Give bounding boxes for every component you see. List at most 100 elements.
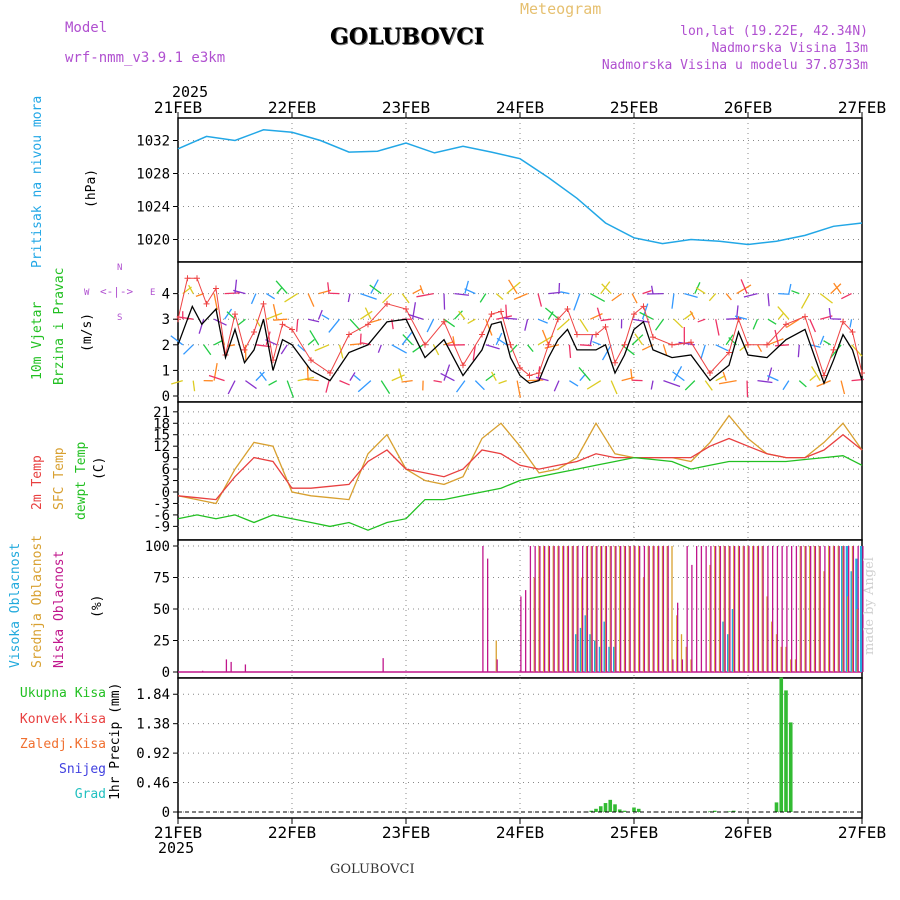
- wind-barb: [573, 293, 581, 311]
- wind-barb: [722, 371, 727, 381]
- gust-point: [384, 300, 390, 307]
- wind-barb: [272, 304, 278, 320]
- wind-barb: [590, 313, 603, 320]
- wind-barb: [192, 380, 196, 392]
- pressure-ytick-label: 1028: [136, 167, 170, 183]
- temp-ytick-label: 15: [153, 428, 170, 444]
- wind-barb: [655, 318, 664, 331]
- gust-point: [821, 372, 827, 379]
- gust-point: [631, 311, 637, 318]
- gust-point: [479, 331, 485, 338]
- wind-barb: [579, 344, 592, 347]
- xtick-label-top: 25FEB: [610, 98, 658, 117]
- wind-barb: [672, 371, 685, 382]
- wind-barb: [671, 293, 675, 309]
- wind-barb: [370, 318, 382, 324]
- wind-barb: [458, 310, 466, 320]
- wind-barb: [360, 310, 373, 320]
- precip-ytick-label: 0.46: [136, 776, 170, 792]
- temp-ytick-label: 3: [162, 474, 170, 490]
- precip-legend-total: Ukupna Kisa: [19, 686, 106, 701]
- wind-barb: [537, 293, 543, 307]
- compass-s: S: [117, 313, 123, 323]
- precip-legend-snow: Snijeg: [59, 762, 106, 777]
- wind-barb: [684, 380, 696, 391]
- wind-barb: [503, 317, 518, 320]
- gust-point: [840, 318, 846, 325]
- wind-barb: [265, 331, 271, 345]
- gust-point: [688, 339, 694, 346]
- wind-barb: [715, 319, 720, 336]
- wind-barb: [684, 292, 698, 298]
- gust-point: [403, 305, 409, 312]
- wind-label-1: 10m Vjetar: [30, 301, 45, 380]
- wind-barb: [663, 380, 681, 388]
- wind-barb: [308, 318, 320, 323]
- xtick-label-top: 21FEB: [154, 98, 202, 117]
- wind-barb: [601, 283, 612, 295]
- wind-barb: [284, 293, 299, 303]
- wind-barb: [535, 376, 549, 382]
- precip-bar: [727, 811, 731, 812]
- precip-ytick-label: 1.38: [136, 717, 170, 733]
- wind-barb: [296, 319, 299, 332]
- wind-barb: [513, 293, 528, 301]
- model-value: wrf-nmm_v3.9.1 e3km: [65, 50, 226, 66]
- wind-barb: [370, 279, 379, 294]
- station-title: GOLUBOVCI: [330, 24, 485, 50]
- wind-barb: [553, 380, 560, 392]
- precip-bar: [613, 804, 617, 812]
- wind-barb: [524, 319, 529, 331]
- wind-barb: [364, 307, 372, 320]
- precip-bar: [636, 808, 641, 812]
- wind-barb: [777, 312, 785, 320]
- wind-barb: [307, 293, 315, 307]
- xtick-label-bottom: 26FEB: [724, 823, 772, 842]
- wind-barb: [600, 318, 612, 322]
- temp-ytick-label: 9: [162, 451, 170, 467]
- wind-unit: (m/s): [80, 312, 95, 352]
- wind-barb: [810, 366, 821, 381]
- gust-point: [203, 300, 210, 307]
- wind-barb: [823, 340, 831, 346]
- xtick-label-top: 22FEB: [268, 98, 316, 117]
- precip-bar: [712, 810, 717, 812]
- wind-barb: [547, 311, 554, 320]
- wind-barb: [213, 293, 219, 311]
- wind-barb: [579, 318, 589, 332]
- wind-barb: [416, 292, 434, 298]
- wind-barb: [767, 367, 773, 381]
- gust-point: [526, 372, 533, 379]
- wind-barb: [496, 337, 508, 346]
- gust-point: [308, 357, 314, 364]
- wind-barb: [454, 292, 470, 296]
- wind-barb: [775, 344, 789, 347]
- wind-barb: [840, 380, 846, 395]
- 2m-temp-line: [177, 433, 863, 501]
- wind-barb: [778, 292, 790, 295]
- wind-barb: [268, 380, 278, 386]
- wind-barb: [338, 344, 344, 359]
- coords-text: lon,lat (19.22E, 42.34N): [680, 24, 868, 39]
- wind-barb: [176, 316, 194, 320]
- wind-barb: [527, 379, 544, 382]
- wind-barb: [650, 285, 654, 294]
- wind-barb: [689, 310, 696, 320]
- wind-barb: [630, 368, 633, 381]
- wind-barb: [601, 344, 612, 361]
- wind-barb: [353, 374, 361, 382]
- wind-barb: [317, 309, 323, 320]
- wind-barb: [276, 286, 283, 295]
- wind-barb: [830, 283, 842, 295]
- wind-barb: [634, 333, 644, 346]
- gust-point: [707, 369, 713, 376]
- wind-barb: [586, 380, 602, 390]
- precip-bar: [608, 799, 613, 812]
- wind-ytick-label: 2: [162, 338, 170, 354]
- wind-barb: [407, 313, 424, 320]
- meteogram-subtitle: Meteogram: [520, 0, 602, 18]
- cloud-ytick-label: 50: [153, 602, 170, 618]
- wind-barb: [718, 380, 737, 385]
- wind-barb: [377, 344, 382, 353]
